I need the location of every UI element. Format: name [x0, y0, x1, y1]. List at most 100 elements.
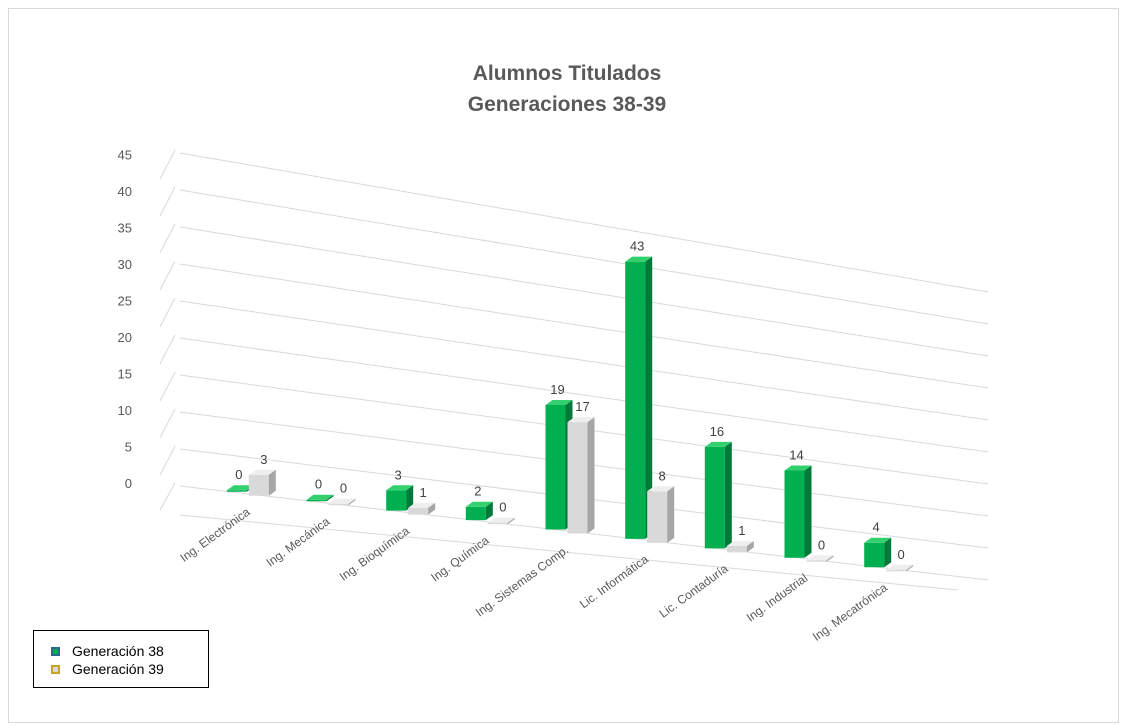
bar-face	[726, 546, 747, 553]
bar-top	[408, 502, 436, 508]
bar-1-8	[864, 537, 892, 568]
y-tick-label: 10	[118, 403, 132, 418]
bar-2-4	[567, 417, 595, 534]
bar-side	[406, 485, 414, 511]
legend-item-series-2: Generación 39	[51, 660, 208, 678]
bar-top	[248, 469, 276, 475]
data-label-1-2: 3	[395, 467, 402, 482]
gridline-side-7	[159, 223, 176, 254]
gridline-side-2	[159, 408, 176, 439]
data-label-1-1: 0	[315, 477, 322, 492]
bar-side	[507, 517, 515, 525]
bar-face	[306, 499, 327, 502]
bar-side	[645, 256, 653, 539]
bar-2-3	[487, 517, 515, 525]
bar-face	[408, 507, 429, 515]
bar-top	[726, 541, 754, 546]
gridline-side-8	[159, 186, 176, 217]
data-label-1-7: 14	[789, 447, 803, 462]
bar-face	[465, 506, 486, 521]
bar-1-3	[465, 501, 493, 521]
gridline-4	[179, 337, 989, 453]
bar-side	[826, 555, 834, 562]
data-label-2-7: 0	[818, 537, 825, 552]
legend-label-series-1: Generación 38	[72, 643, 164, 659]
bar-top	[487, 517, 515, 523]
gridline-6	[179, 263, 989, 389]
y-tick-label: 5	[125, 440, 132, 455]
x-tick-label: Ing. Bioquímica	[337, 524, 412, 584]
y-tick-label: 0	[125, 476, 132, 491]
y-tick-label: 40	[118, 184, 132, 199]
bar-side	[804, 465, 812, 558]
legend-item-series-1: Generación 38	[51, 642, 208, 660]
y-tick-label: 30	[118, 257, 132, 272]
bar-top	[545, 400, 573, 405]
bar-2-5	[647, 486, 675, 543]
data-labels: 0 3 0 0 3 1 2 0 19 17 43 8 16 1 14 0 4 0	[235, 239, 905, 562]
bar-top	[386, 485, 414, 491]
legend: Generación 38 Generación 39	[33, 630, 209, 688]
bar-side	[587, 417, 595, 534]
gridline-side-1	[159, 445, 176, 476]
x-tick-label: Ing. Mecatrónica	[810, 580, 890, 644]
bar-top	[306, 494, 334, 500]
bar-side	[485, 501, 493, 521]
y-tick-label: 25	[118, 294, 132, 309]
chart-title: Alumnos Titulados Generaciones 38-39	[468, 62, 666, 116]
data-label-2-8: 0	[898, 547, 905, 562]
gridline-side-0	[159, 482, 176, 511]
bar-1-1	[306, 494, 334, 502]
bar-face	[806, 560, 827, 562]
bar-face	[647, 491, 668, 543]
floor-line	[179, 514, 959, 591]
bar-2-0	[248, 469, 276, 496]
bar-2-1	[328, 498, 356, 506]
bar-face	[864, 542, 885, 568]
x-tick-label: Ing. Sistemas Comp.	[473, 543, 571, 620]
bar-top	[465, 501, 493, 507]
gridline-8	[179, 189, 989, 325]
bar-face	[386, 490, 407, 511]
data-label-2-4: 17	[575, 399, 589, 414]
bar-side	[884, 537, 892, 568]
bar-side	[326, 494, 334, 502]
bar-2-7	[806, 555, 834, 562]
bar-top	[784, 465, 812, 471]
x-tick-label: Ing. Industrial	[744, 571, 811, 625]
bar-2-2	[408, 502, 436, 515]
bar-face	[487, 522, 508, 525]
data-label-2-5: 8	[659, 468, 666, 483]
bar-top	[647, 486, 675, 492]
bar-face	[226, 490, 247, 492]
data-label-1-0: 0	[235, 467, 242, 482]
y-axis-ticks: 0 5 10 15 20 25 30 35 40 45	[118, 148, 132, 492]
chart-frame	[8, 8, 1119, 723]
bar-face	[545, 405, 566, 530]
x-tick-label: Ing. Química	[428, 533, 492, 585]
x-tick-label: Lic. Contaduría	[657, 561, 731, 620]
x-tick-label: Ing. Electrónica	[177, 505, 252, 565]
bar-top	[567, 417, 595, 423]
bar-side	[667, 486, 675, 543]
bar-face	[248, 474, 269, 496]
data-label-2-0: 3	[260, 452, 267, 467]
data-label-2-3: 0	[499, 500, 506, 515]
bar-side	[906, 564, 914, 572]
legend-label-series-2: Generación 39	[72, 661, 164, 677]
bar-1-6	[704, 441, 732, 549]
gridline-5	[179, 300, 989, 421]
gridline-side-6	[159, 260, 176, 291]
legend-swatch-series-1	[51, 646, 60, 656]
bar-1-7	[784, 465, 812, 558]
bar-face	[784, 470, 805, 558]
bar-top	[328, 498, 356, 504]
gridline-side-3	[159, 371, 176, 402]
x-tick-label: Lic. Informática	[577, 552, 651, 611]
bar-top	[625, 256, 653, 262]
x-tick-label: Ing. Mecánica	[264, 514, 333, 569]
data-label-1-5: 43	[630, 239, 644, 254]
gridlines	[159, 149, 989, 591]
bar-face	[625, 261, 646, 539]
